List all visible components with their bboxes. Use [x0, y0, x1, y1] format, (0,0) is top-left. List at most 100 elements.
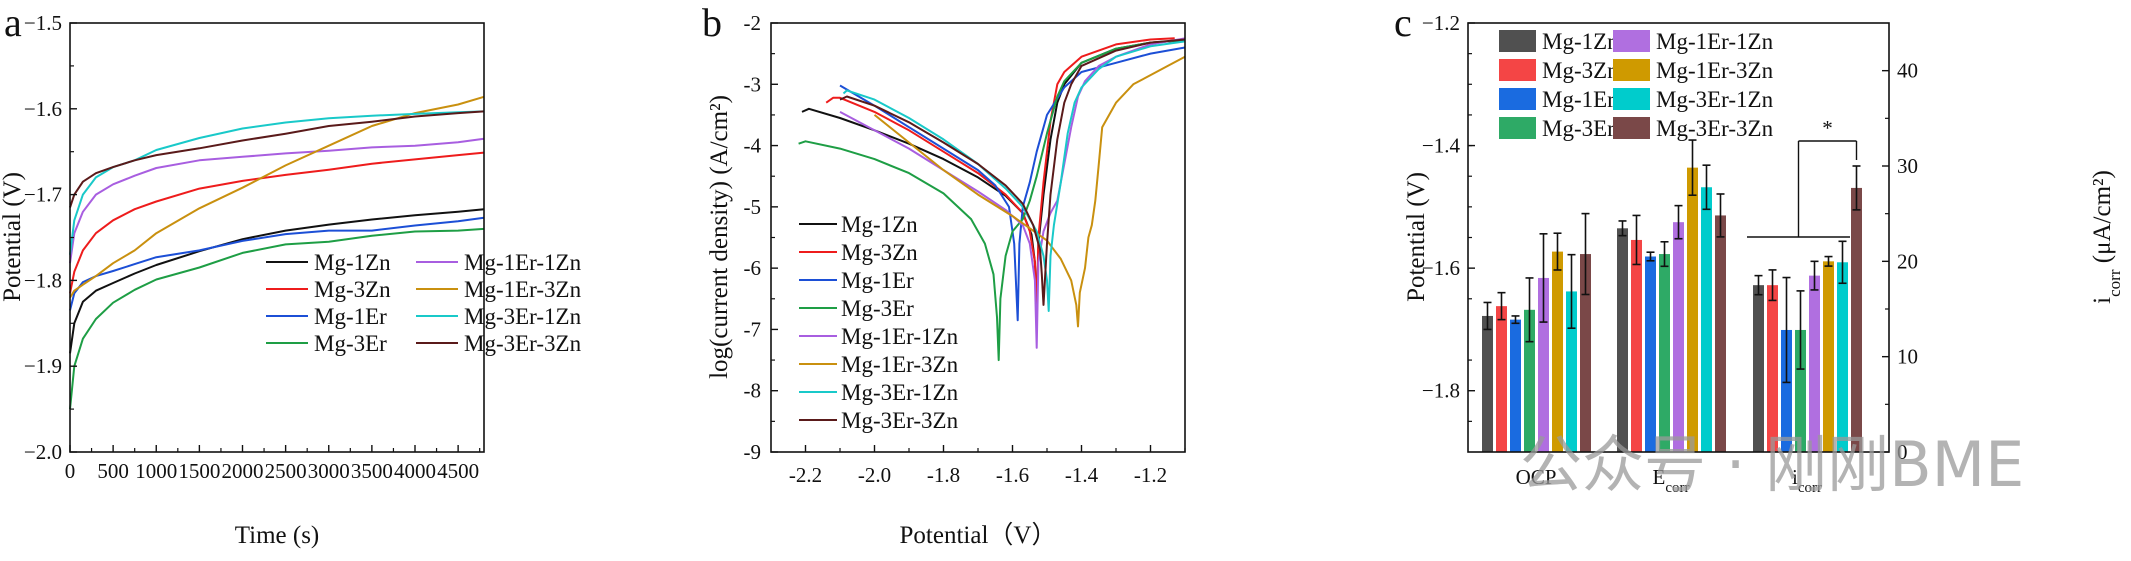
- x-tick-label: 1000: [135, 459, 177, 483]
- panel-c-legend: Mg-1Zn Mg-3Zn Mg-1Er Mg-3Er Mg-1Er-1Zn Mg-1Er…: [1499, 29, 1774, 141]
- legend-label: Mg-1Zn: [841, 212, 918, 237]
- right-y-title-subscript: corr: [2105, 269, 2124, 297]
- legend-item-mg-1er-3zn: Mg-1Er-3Zn: [1613, 58, 1774, 83]
- line-mg-3er-1zn: [842, 40, 1186, 312]
- error-bar-mg-1er-i-corr: [1782, 276, 1791, 384]
- bar-mg-1er-i-corr: [1781, 329, 1792, 452]
- legend-label: Mg-3Er-3Zn: [841, 408, 959, 433]
- legend-label: Mg-1Er-1Zn: [464, 250, 582, 275]
- error-bar-mg-3er-i-corr: [1796, 290, 1805, 370]
- legend-item-mg-3er-1zn: Mg-3Er-1Zn: [1613, 87, 1774, 112]
- right-y-tick-label: 30: [1897, 154, 1918, 178]
- panel-letter-c: c: [1394, 0, 1412, 45]
- line-mg-1er-1zn: [69, 137, 485, 264]
- y-tick-label: -6: [744, 256, 762, 280]
- error-bar-mg-1er-1zn-ocp: [1539, 233, 1548, 323]
- panel-c-right-y-axis-title: icorr (μA/cm²): [2089, 170, 2124, 304]
- y-tick-label: -3: [744, 72, 762, 96]
- x-tick-label: 4500: [437, 459, 479, 483]
- legend-item-mg-1er-1zn: Mg-1Er-1Zn: [416, 250, 582, 275]
- x-tick-label: 3000: [308, 459, 350, 483]
- panel-b-legend: Mg-1Zn Mg-3Zn Mg-1Er Mg-3Er Mg-1Er-1Zn Mg-1Er…: [799, 212, 959, 433]
- legend-item-mg-3er: Mg-3Er: [1499, 116, 1615, 141]
- bar-mg-3zn-e-corr: [1631, 239, 1642, 452]
- right-y-tick-label: 10: [1897, 345, 1918, 369]
- line-mg-1er: [69, 216, 485, 311]
- legend-item-mg-1er: Mg-1Er: [1499, 87, 1615, 112]
- legend-swatch: [1499, 117, 1536, 139]
- legend-label: Mg-1Er-1Zn: [1656, 29, 1774, 54]
- legend-label: Mg-3Er-1Zn: [464, 304, 582, 329]
- legend-item-mg-1er-1zn: Mg-1Er-1Zn: [1613, 29, 1774, 54]
- bar-mg-1zn-ocp: [1482, 315, 1493, 452]
- x-tick-label: -1.6: [996, 463, 1029, 487]
- legend-swatch: [1613, 88, 1650, 110]
- panel-c-left-y-ticks: −1.8 −1.6 −1.4 −1.2: [1422, 11, 1475, 422]
- bar-mg-3er-1zn-e-corr: [1701, 187, 1712, 452]
- legend-item-mg-3zn: Mg-3Zn: [266, 277, 391, 302]
- line-mg-3er-3zn: [69, 110, 485, 208]
- legend-item-mg-3er-1zn: Mg-3Er-1Zn: [416, 304, 582, 329]
- legend-label: Mg-3Er-3Zn: [1656, 116, 1774, 141]
- error-bar-mg-3er-3zn-i-corr: [1852, 165, 1861, 211]
- x-tick-label: 2000: [222, 459, 264, 483]
- error-bar-mg-3er-1zn-i-corr: [1838, 240, 1847, 285]
- x-tick-label: 2500: [265, 459, 307, 483]
- legend-label: Mg-3Er-1Zn: [1656, 87, 1774, 112]
- y-tick-label: -5: [744, 195, 762, 219]
- panel-c-bars: [1482, 139, 1862, 453]
- panel-b-x-ticks: -2.2 -2.0 -1.8 -1.6 -1.4 -1.2: [789, 445, 1186, 487]
- legend-swatch: [1499, 88, 1536, 110]
- x-tick-label: -2.2: [789, 463, 822, 487]
- error-bar-mg-1zn-e-corr: [1618, 220, 1627, 237]
- legend-swatch: [1613, 59, 1650, 81]
- legend-item-mg-3zn: Mg-3Zn: [799, 240, 918, 265]
- legend-item-mg-1er-1zn: Mg-1Er-1Zn: [799, 324, 959, 349]
- error-bar-mg-3zn-ocp: [1497, 291, 1506, 321]
- bar-mg-1er-e-corr: [1645, 256, 1656, 452]
- error-bar-mg-1er-3zn-i-corr: [1824, 255, 1833, 267]
- error-bar-mg-1er-ocp: [1511, 315, 1520, 325]
- error-bar-mg-3zn-i-corr: [1768, 269, 1777, 302]
- bar-mg-1er-3zn-ocp: [1552, 251, 1563, 452]
- bar-mg-3er-3zn-i-corr: [1851, 187, 1862, 452]
- bar-mg-1er-1zn-i-corr: [1809, 275, 1820, 452]
- x-tick-label: 500: [97, 459, 129, 483]
- panel-b-series-lines: [798, 37, 1186, 362]
- error-bar-mg-3er-1zn-e-corr: [1702, 164, 1711, 211]
- legend-label: Mg-1Zn: [1542, 29, 1619, 54]
- panel-a-plot-frame: [69, 22, 485, 453]
- panel-b-plot-frame: [770, 22, 1186, 453]
- legend-label: Mg-3Zn: [1542, 58, 1619, 83]
- legend-label: Mg-1Er-3Zn: [464, 277, 582, 302]
- y-tick-label: -9: [744, 440, 762, 464]
- legend-item-mg-3er-3zn: Mg-3Er-3Zn: [799, 408, 959, 433]
- legend-item-mg-3zn: Mg-3Zn: [1499, 58, 1619, 83]
- bar-mg-3zn-ocp: [1496, 306, 1507, 452]
- panel-b-y-ticks: -9 -8 -7 -6 -5 -4 -3 -2: [744, 11, 778, 464]
- legend-item-mg-1er-3zn: Mg-1Er-3Zn: [799, 352, 959, 377]
- line-mg-1er-3zn: [873, 55, 1186, 328]
- x-tick-label: 0: [65, 459, 76, 483]
- x-tick-label: -2.0: [858, 463, 891, 487]
- bar-mg-3er-3zn-ocp: [1580, 254, 1591, 452]
- panel-letter-b: b: [702, 0, 722, 45]
- panel-a-y-axis-title: Potential (V): [0, 172, 26, 302]
- legend-item-mg-1zn: Mg-1Zn: [799, 212, 918, 237]
- bar-mg-3zn-i-corr: [1767, 285, 1778, 452]
- legend-item-mg-1er: Mg-1Er: [266, 304, 387, 329]
- bar-mg-3er-1zn-i-corr: [1837, 262, 1848, 452]
- panel-c-significance-bracket: *: [1747, 116, 1858, 238]
- watermark-text: 公众号 · 刚刚BME: [1520, 428, 2024, 501]
- bar-mg-3er-1zn-ocp: [1566, 291, 1577, 452]
- legend-label: Mg-3Er: [841, 296, 914, 321]
- legend-label: Mg-3Zn: [314, 277, 391, 302]
- legend-swatch: [1499, 59, 1536, 81]
- y-tick-label: −2.0: [24, 440, 62, 464]
- error-bar-mg-1er-3zn-e-corr: [1688, 139, 1697, 197]
- panel-letter-a: a: [4, 0, 22, 45]
- legend-swatch: [1613, 117, 1650, 139]
- legend-label: Mg-1Zn: [314, 250, 391, 275]
